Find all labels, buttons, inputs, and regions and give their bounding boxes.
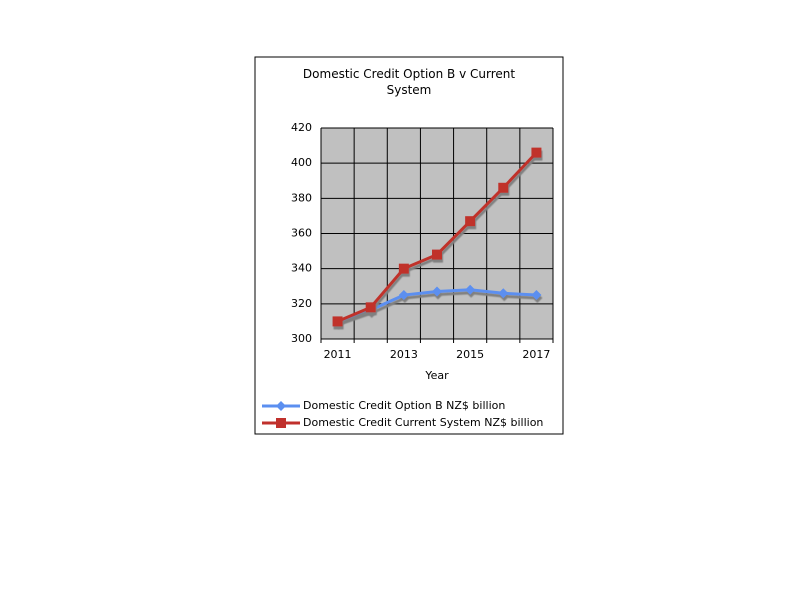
- y-tick-label: 340: [291, 262, 312, 275]
- y-tick-label: 400: [291, 156, 312, 169]
- y-tick-label: 380: [291, 191, 312, 204]
- chart-title: Domestic Credit Option B v Current Syste…: [302, 67, 516, 97]
- marker: [432, 286, 442, 297]
- x-tick-label: 2015: [456, 348, 484, 361]
- marker: [365, 302, 376, 313]
- marker: [498, 288, 509, 299]
- series: [332, 147, 542, 327]
- marker: [276, 418, 286, 428]
- marker: [465, 216, 476, 227]
- marker: [531, 147, 542, 158]
- y-tick-label: 300: [291, 332, 312, 345]
- y-tick-label: 360: [291, 227, 312, 240]
- x-tick-label: 2013: [390, 348, 418, 361]
- x-axis-label: Year: [424, 369, 449, 382]
- legend-label: Domestic Credit Option B NZ$ billion: [303, 399, 505, 412]
- legend-label: Domestic Credit Current System NZ$ billi…: [303, 416, 543, 429]
- x-tick-label: 2017: [522, 348, 550, 361]
- marker: [531, 290, 542, 301]
- marker: [276, 401, 286, 411]
- marker: [398, 263, 409, 274]
- x-tick-label: 2011: [324, 348, 352, 361]
- marker: [498, 182, 509, 193]
- y-tick-label: 320: [291, 297, 312, 310]
- marker: [332, 316, 343, 327]
- marker: [465, 284, 476, 295]
- marker: [398, 290, 409, 301]
- marker: [432, 249, 442, 260]
- y-tick-label: 420: [291, 121, 312, 134]
